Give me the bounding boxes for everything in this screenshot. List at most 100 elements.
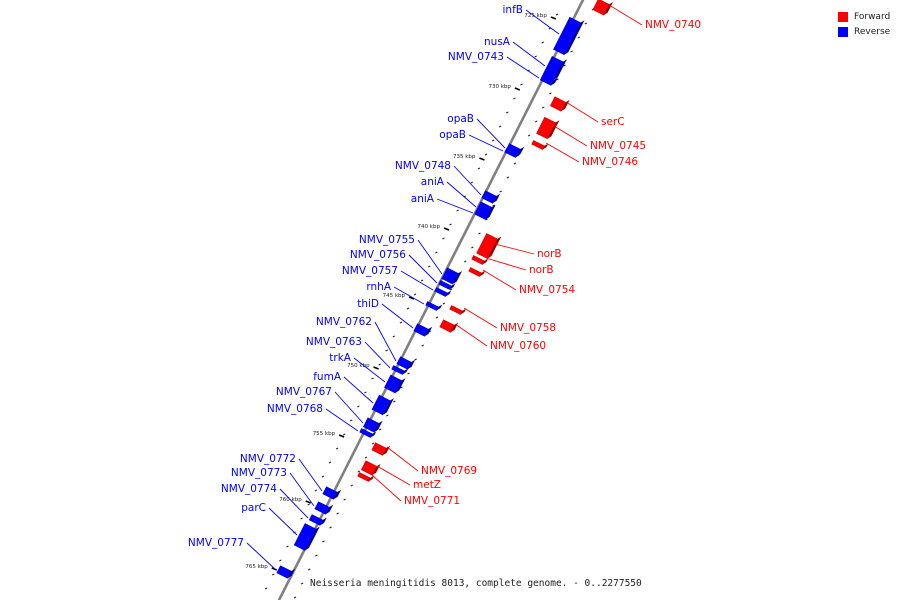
forward-gene-leader (371, 474, 402, 502)
tick-minor (264, 587, 268, 590)
reverse-gene-box (371, 394, 391, 416)
tick-major (305, 500, 311, 504)
tick-minor (577, 36, 580, 39)
gene-label: norB (537, 248, 562, 260)
reverse-gene-shadow (304, 526, 320, 551)
forward-gene-shadow (460, 308, 467, 315)
reverse-gene-shadow (382, 398, 394, 415)
forward-gene-leader (494, 243, 535, 255)
tick-minor (407, 372, 410, 375)
forward-gene-shadow (542, 143, 549, 150)
forward-gene-box (449, 305, 463, 315)
tick-minor (272, 573, 275, 576)
reverse-gene-shadow (553, 59, 567, 80)
tick-minor (534, 55, 537, 58)
forward-gene-box (536, 116, 556, 140)
reverse-gene-leader (525, 9, 560, 35)
reverse-gene-leader (268, 507, 298, 536)
gene-label: NMV_0758 (500, 322, 556, 334)
tick-minor (464, 260, 467, 263)
gene-label: NMV_0748 (395, 160, 451, 172)
reverse-gene-shadow (445, 290, 452, 297)
gene-label: NMV_0768 (267, 403, 323, 415)
reverse-gene-leader (381, 303, 414, 329)
reverse-gene-shadow (287, 568, 296, 579)
reverse-gene-box (542, 55, 564, 81)
reverse-gene-box (276, 565, 292, 579)
reverse-gene-shadow (436, 304, 443, 311)
forward-gene-leader (482, 269, 517, 291)
forward-swatch (838, 11, 848, 22)
reverse-gene-leader (417, 239, 443, 275)
tick-minor (534, 120, 538, 123)
tick-minor (329, 526, 332, 529)
reverse-gene-leader (476, 118, 506, 149)
gene-label: rnhA (366, 281, 391, 293)
tick-minor (286, 545, 289, 548)
reverse-gene-leader (325, 408, 359, 432)
tick-minor (308, 568, 311, 571)
gene-label: metZ (413, 479, 441, 491)
tick-minor (335, 447, 339, 450)
reverse-gene-shadow (515, 151, 522, 158)
tick-minor (555, 13, 559, 16)
reverse-gene-shadow (395, 378, 406, 393)
tick-minor (300, 582, 304, 585)
reverse-gene-leader (246, 542, 277, 571)
forward-gene-leader (553, 125, 588, 147)
gene-label: NMV_0772 (240, 453, 296, 465)
forward-gene-leader (386, 446, 419, 472)
tick-minor (449, 288, 453, 291)
reverse-gene-shadow (370, 431, 377, 438)
tick-minor (392, 335, 396, 338)
reverse-gene-box (481, 190, 497, 204)
tick-minor (328, 461, 332, 464)
tick-minor (542, 106, 545, 109)
tick-minor (556, 78, 559, 81)
tick-major (443, 227, 450, 231)
forward-gene-box (439, 319, 455, 333)
reverse-gene-shadow (487, 204, 496, 217)
reverse-gene-box (314, 501, 330, 515)
tick-minor (449, 223, 452, 226)
reverse-gene-box (438, 280, 452, 290)
gene-label: NMV_0777 (188, 537, 244, 549)
reverse-gene-leader (353, 357, 386, 383)
tick-minor (350, 419, 353, 422)
gene-label: NMV_0771 (404, 495, 460, 507)
forward-gene-box (549, 96, 567, 112)
tick-minor (421, 344, 424, 347)
reverse-gene-shadow (374, 420, 383, 433)
forward-gene-box (476, 233, 498, 259)
reverse-gene-leader (374, 321, 397, 362)
tick-minor (470, 181, 474, 184)
tick-minor (386, 414, 389, 417)
tick-minor (357, 470, 361, 473)
reverse-gene-box (539, 74, 555, 86)
forward-gene-leader (485, 257, 527, 271)
gene-label: NMV_0773 (231, 467, 287, 479)
tick-minor (513, 162, 517, 165)
tick-minor (478, 232, 481, 235)
tick-minor (342, 433, 346, 436)
reverse-gene-leader (298, 458, 323, 492)
gene-label: NMV_0745 (590, 140, 646, 152)
tick-minor (414, 358, 417, 361)
reverse-gene-shadow (492, 193, 501, 204)
legend-label-reverse: Reverse (854, 26, 891, 37)
forward-gene-box (357, 472, 371, 482)
forward-gene-shadow (482, 258, 489, 265)
tick-minor (315, 554, 318, 557)
reverse-gene-shadow (407, 359, 416, 370)
gene-label: aniA (421, 176, 445, 188)
gene-label: parC (241, 502, 266, 514)
genome-title: Neisseria meningitidis 8013, complete ge… (310, 578, 642, 589)
tick-minor (378, 428, 382, 431)
gene-label: NMV_0769 (421, 465, 477, 477)
tick-minor (506, 111, 509, 114)
reverse-gene-box (434, 287, 448, 297)
reverse-gene-leader (436, 198, 474, 214)
tick-minor (393, 400, 396, 403)
gene-label: NMV_0763 (306, 336, 362, 348)
